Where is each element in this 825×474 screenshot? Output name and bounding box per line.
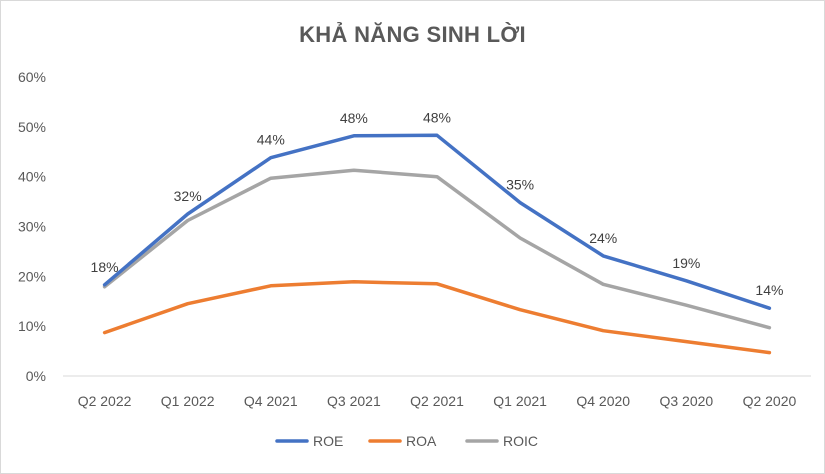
- data-label: 14%: [755, 282, 783, 298]
- y-tick-label: 20%: [18, 268, 46, 284]
- chart-title: KHẢ NĂNG SINH LỜI: [299, 22, 526, 47]
- x-tick-label: Q4 2021: [244, 393, 298, 409]
- legend-label-roa: ROA: [406, 433, 437, 449]
- y-tick-label: 10%: [18, 318, 46, 334]
- x-tick-label: Q2 2021: [410, 393, 464, 409]
- x-tick-label: Q2 2022: [78, 393, 132, 409]
- data-label: 48%: [340, 110, 368, 126]
- x-tick-label: Q2 2020: [743, 393, 797, 409]
- data-label: 48%: [423, 109, 451, 125]
- series-line-roa: [102, 280, 772, 355]
- data-label: 44%: [257, 132, 285, 148]
- x-axis: Q2 2022 Q1 2022 Q4 2021 Q3 2021 Q2 2021 Q1 20…: [78, 393, 797, 409]
- series-line-roic: [102, 168, 772, 330]
- data-label: 18%: [91, 259, 119, 275]
- series-lines: [102, 133, 772, 355]
- data-label: 19%: [672, 255, 700, 271]
- x-tick-label: Q3 2021: [327, 393, 381, 409]
- y-tick-label: 50%: [18, 119, 46, 135]
- x-tick-label: Q3 2020: [659, 393, 713, 409]
- x-tick-label: Q4 2020: [576, 393, 630, 409]
- legend-label-roic: ROIC: [503, 433, 538, 449]
- x-tick-label: Q1 2022: [161, 393, 215, 409]
- data-labels: 18% 32% 44% 48% 48% 35% 24% 19% 14%: [91, 109, 784, 298]
- series-line-roe: [102, 133, 772, 310]
- data-label: 24%: [589, 230, 617, 246]
- y-tick-label: 40%: [18, 169, 46, 185]
- y-tick-label: 30%: [18, 219, 46, 235]
- data-label: 35%: [506, 177, 534, 193]
- y-tick-label: 0%: [26, 368, 46, 384]
- y-axis: 0% 10% 20% 30% 40% 50% 60%: [18, 69, 46, 384]
- data-label: 32%: [174, 188, 202, 204]
- legend-label-roe: ROE: [313, 433, 343, 449]
- x-tick-label: Q1 2021: [493, 393, 547, 409]
- y-tick-label: 60%: [18, 69, 46, 85]
- legend: ROE ROA ROIC: [275, 433, 538, 449]
